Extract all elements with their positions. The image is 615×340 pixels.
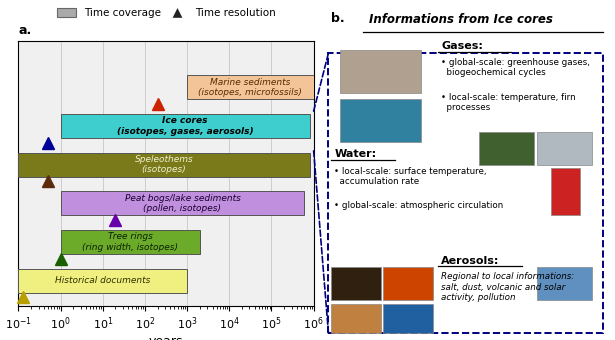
Bar — [18, 153, 309, 177]
Text: • global-scale: atmospheric circulation: • global-scale: atmospheric circulation — [335, 201, 504, 210]
Text: • local-scale: surface temperature,
  accumulation rate: • local-scale: surface temperature, accu… — [335, 167, 486, 186]
Text: Informations from Ice cores: Informations from Ice cores — [369, 13, 553, 26]
Text: • global-scale: greenhouse gases,
  biogeochemical cycles: • global-scale: greenhouse gases, biogeo… — [441, 58, 590, 77]
Text: b.: b. — [331, 12, 345, 25]
Bar — [383, 267, 432, 300]
Text: Water:: Water: — [335, 149, 376, 159]
Bar — [18, 269, 187, 293]
Text: Tree rings
(ring width, isotopes): Tree rings (ring width, isotopes) — [82, 233, 178, 252]
Bar — [537, 267, 592, 300]
Bar — [383, 304, 432, 333]
Text: Ice cores
(isotopes, gases, aerosols): Ice cores (isotopes, gases, aerosols) — [117, 116, 253, 136]
Bar — [61, 114, 309, 138]
Text: a.: a. — [18, 24, 32, 37]
Bar — [61, 191, 304, 216]
Text: Regional to local informations:
salt, dust, volcanic and solar
activity, polluti: Regional to local informations: salt, du… — [441, 272, 574, 302]
Bar — [340, 50, 421, 92]
Bar — [328, 53, 603, 333]
Bar — [187, 75, 314, 99]
X-axis label: years: years — [149, 335, 183, 340]
Bar — [551, 168, 580, 215]
Legend: Time coverage, Time resolution: Time coverage, Time resolution — [53, 4, 280, 22]
Bar — [331, 304, 381, 333]
Bar — [61, 230, 200, 254]
Text: Peat bogs/lake sediments
(pollen, isotopes): Peat bogs/lake sediments (pollen, isotop… — [124, 194, 240, 213]
Bar — [331, 267, 381, 300]
Text: Aerosols:: Aerosols: — [441, 256, 499, 266]
Text: • local-scale: temperature, firn
  processes: • local-scale: temperature, firn process… — [441, 92, 576, 112]
Text: Gases:: Gases: — [441, 41, 483, 51]
Text: Historical documents: Historical documents — [55, 276, 151, 285]
Bar — [479, 132, 534, 165]
Text: Speleothems
(isotopes): Speleothems (isotopes) — [135, 155, 193, 174]
Bar — [340, 99, 421, 142]
Text: Marine sediments
(isotopes, microfossils): Marine sediments (isotopes, microfossils… — [199, 78, 303, 97]
Bar — [537, 132, 592, 165]
